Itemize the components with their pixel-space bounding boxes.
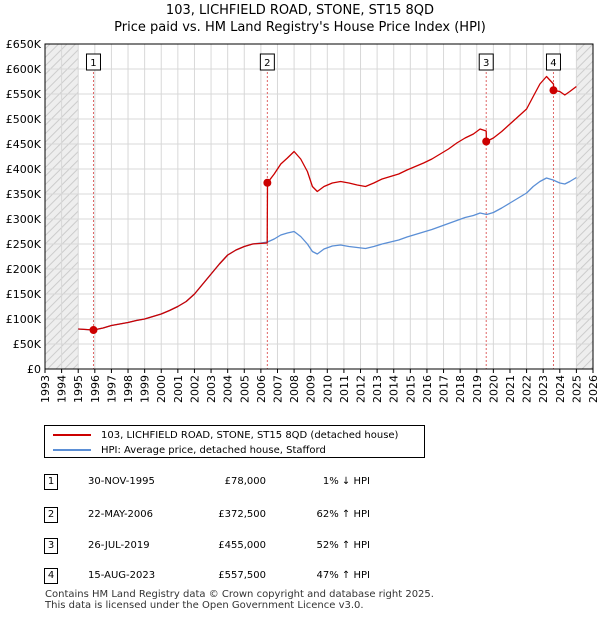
y-tick-label: £200K: [6, 263, 42, 276]
y-tick-label: £150K: [6, 288, 42, 301]
legend-label-hpi: HPI: Average price, detached house, Staf…: [101, 444, 326, 456]
y-tick-label: £50K: [13, 338, 42, 351]
x-tick-label: 2017: [438, 375, 451, 403]
transaction-price: £372,500: [218, 509, 266, 520]
transaction-price: £455,000: [218, 540, 266, 551]
x-tick-label: 1996: [89, 375, 102, 403]
sale-label: 4: [550, 58, 556, 69]
x-tick-label: 2003: [205, 375, 218, 403]
footer-attribution: Contains HM Land Registry data © Crown c…: [45, 589, 434, 611]
y-tick-label: £250K: [6, 238, 42, 251]
sale-point: [549, 86, 558, 95]
x-tick-label: 2020: [487, 375, 500, 403]
sale-label-box: [545, 53, 561, 71]
x-tick-label: 2006: [255, 375, 268, 403]
transaction-number: 1: [44, 474, 58, 490]
y-tick-label: £500K: [6, 113, 42, 126]
series-line: [78, 75, 577, 331]
y-tick-label: £600K: [6, 63, 42, 76]
transaction-hpi: 47% ↑ HPI: [316, 570, 370, 581]
transaction-date: 26-JUL-2019: [88, 540, 150, 551]
legend-item-property: 103, LICHFIELD ROAD, STONE, ST15 8QD (de…: [53, 428, 398, 442]
chart-subtitle: Price paid vs. HM Land Registry's House …: [114, 20, 486, 35]
x-tick-label: 1995: [72, 375, 85, 403]
legend-label-property: 103, LICHFIELD ROAD, STONE, ST15 8QD (de…: [101, 429, 399, 441]
y-tick-label: £550K: [6, 88, 42, 101]
x-tick-label: 2016: [421, 375, 434, 403]
y-tick-label: £400K: [6, 163, 42, 176]
y-tick-label: £450K: [6, 138, 42, 151]
x-tick-label: 2001: [172, 375, 185, 403]
x-tick-label: 2022: [521, 375, 534, 403]
sale-label: 1: [90, 58, 96, 69]
sale-label-box: [478, 53, 494, 71]
x-tick-label: 2010: [321, 375, 334, 403]
chart-legend: 103, LICHFIELD ROAD, STONE, ST15 8QD (de…: [44, 425, 425, 458]
sale-label-box: [259, 53, 275, 71]
x-tick-label: 2008: [288, 375, 301, 403]
x-tick-label: 2021: [504, 375, 517, 403]
x-tick-label: 2024: [554, 375, 567, 403]
y-tick-label: £350K: [6, 188, 42, 201]
x-tick-label: 2026: [587, 375, 600, 403]
transaction-row: 2 22-MAY-2006 £372,500 62% ↑ HPI: [40, 507, 440, 525]
transaction-price: £78,000: [224, 476, 266, 487]
transaction-date: 22-MAY-2006: [88, 509, 154, 520]
transaction-hpi: 1% ↓ HPI: [322, 476, 370, 487]
y-tick-label: £100K: [6, 313, 42, 326]
x-tick-label: 1997: [105, 375, 118, 403]
sale-point: [89, 326, 98, 334]
x-tick-label: 2011: [338, 375, 351, 403]
hatched-region: [576, 44, 593, 369]
sale-label-box: [85, 53, 101, 71]
y-tick-label: £650K: [6, 38, 42, 51]
x-tick-label: 2025: [570, 375, 583, 403]
transaction-number: 4: [44, 568, 58, 584]
y-tick-label: £300K: [6, 213, 42, 226]
transaction-number: 3: [44, 538, 58, 554]
x-tick-label: 2002: [188, 375, 201, 403]
transaction-hpi: 52% ↑ HPI: [316, 540, 370, 551]
transaction-hpi: 62% ↑ HPI: [316, 509, 370, 520]
x-tick-label: 2009: [305, 375, 318, 403]
sale-point: [263, 178, 272, 187]
transaction-date: 15-AUG-2023: [88, 570, 156, 581]
sale-point: [482, 137, 491, 146]
transaction-row: 3 26-JUL-2019 £455,000 52% ↑ HPI: [40, 538, 440, 556]
sale-label: 3: [483, 58, 489, 69]
footer-line-2: This data is licensed under the Open Gov…: [45, 600, 364, 611]
x-tick-label: 2014: [388, 375, 401, 403]
legend-swatch-property: [53, 434, 91, 436]
plot-frame: [44, 43, 594, 370]
y-tick-label: £0: [27, 363, 41, 376]
transaction-number: 2: [44, 507, 58, 523]
x-tick-label: 2000: [155, 375, 168, 403]
x-tick-label: 2013: [371, 375, 384, 403]
footer-line-1: Contains HM Land Registry data © Crown c…: [45, 589, 434, 600]
x-tick-label: 2015: [404, 375, 417, 403]
x-tick-label: 2005: [238, 375, 251, 403]
x-tick-label: 2004: [222, 375, 235, 403]
transaction-row: 4 15-AUG-2023 £557,500 47% ↑ HPI: [40, 568, 440, 586]
legend-item-hpi: HPI: Average price, detached house, Staf…: [53, 443, 326, 457]
x-tick-label: 1993: [39, 375, 52, 403]
chart-title-block: 103, LICHFIELD ROAD, STONE, ST15 8QD Pri…: [0, 2, 600, 36]
x-tick-label: 2012: [355, 375, 368, 403]
transaction-row: 1 30-NOV-1995 £78,000 1% ↓ HPI: [40, 474, 440, 492]
chart-title: 103, LICHFIELD ROAD, STONE, ST15 8QD: [165, 3, 435, 18]
x-tick-label: 2007: [271, 375, 284, 403]
legend-swatch-hpi: [53, 449, 91, 451]
transaction-price: £557,500: [218, 570, 266, 581]
x-tick-label: 2019: [471, 375, 484, 403]
sale-label: 2: [264, 58, 270, 69]
transaction-date: 30-NOV-1995: [88, 476, 155, 487]
x-tick-label: 1994: [56, 375, 69, 403]
x-tick-label: 2023: [537, 375, 550, 403]
price-chart: 1 2 3 4 £0 £50K £100K £150K £200K £250K £300K £350…: [6, 38, 600, 403]
plot-area: [45, 44, 593, 369]
x-tick-label: 1998: [122, 375, 135, 403]
x-tick-label: 2018: [454, 375, 467, 403]
x-tick-label: 1999: [139, 375, 152, 403]
